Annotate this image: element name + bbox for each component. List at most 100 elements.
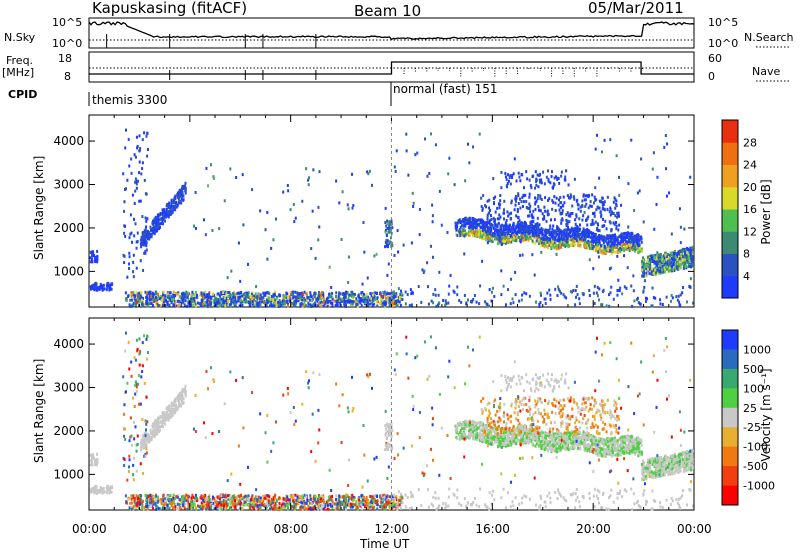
data-cell <box>307 507 310 511</box>
data-cell <box>222 301 225 305</box>
data-cell <box>160 221 163 225</box>
data-cell <box>498 237 501 241</box>
data-cell <box>566 234 569 238</box>
data-cell <box>195 304 198 308</box>
data-cell <box>486 217 489 221</box>
data-cell <box>670 257 673 261</box>
data-cell <box>514 195 517 199</box>
data-cell <box>251 302 254 306</box>
data-cell <box>368 169 371 173</box>
data-cell <box>313 295 316 299</box>
data-cell <box>469 218 472 222</box>
data-cell <box>535 239 538 243</box>
data-cell <box>583 211 586 215</box>
data-cell <box>651 260 654 264</box>
data-cell <box>527 231 530 235</box>
data-cell <box>447 172 450 176</box>
data-cell <box>251 294 254 298</box>
data-cell <box>126 178 129 182</box>
data-cell <box>388 298 391 302</box>
data-cell <box>679 259 682 263</box>
data-cell <box>388 224 391 228</box>
data-cell <box>199 496 202 500</box>
data-cell <box>638 189 641 193</box>
data-cell <box>259 293 262 297</box>
data-cell <box>492 226 495 230</box>
data-cell <box>399 292 402 296</box>
data-cell <box>258 496 261 500</box>
data-cell <box>507 230 510 234</box>
data-cell <box>145 244 148 248</box>
data-cell <box>184 188 187 192</box>
data-cell <box>534 223 537 227</box>
data-cell <box>556 232 559 236</box>
data-cell <box>598 239 601 243</box>
data-cell <box>687 265 690 269</box>
data-cell <box>497 230 500 234</box>
data-cell <box>211 294 214 298</box>
data-cell <box>136 231 139 235</box>
data-cell <box>613 241 616 245</box>
data-cell <box>552 234 555 238</box>
data-cell <box>571 234 574 238</box>
data-cell <box>169 205 172 209</box>
data-cell <box>607 239 610 243</box>
data-cell <box>656 263 659 267</box>
data-cell <box>160 299 163 303</box>
data-cell <box>229 167 232 171</box>
data-cell <box>506 210 509 214</box>
data-cell <box>326 296 329 300</box>
data-cell <box>334 507 337 511</box>
data-cell <box>166 292 169 296</box>
data-cell <box>289 291 292 295</box>
data-cell <box>426 261 429 265</box>
data-cell <box>601 303 604 307</box>
data-cell <box>319 294 322 298</box>
data-cell <box>194 190 197 194</box>
data-cell <box>513 208 516 212</box>
data-cell <box>527 214 530 218</box>
data-cell <box>566 219 569 223</box>
data-cell <box>180 195 183 199</box>
data-cell <box>480 205 483 209</box>
data-cell <box>89 260 92 264</box>
data-cell <box>348 293 351 297</box>
data-cell <box>587 231 590 235</box>
data-cell <box>149 493 152 497</box>
data-cell <box>548 197 551 201</box>
data-cell <box>574 239 577 243</box>
data-cell <box>616 293 619 297</box>
data-cell <box>515 235 518 239</box>
nsky-strip-frame <box>88 17 695 49</box>
data-cell <box>500 230 503 234</box>
data-cell <box>106 285 109 289</box>
data-cell <box>383 300 386 304</box>
data-cell <box>249 506 252 510</box>
data-cell <box>578 297 581 301</box>
data-cell <box>372 298 375 302</box>
data-cell <box>169 297 172 301</box>
data-cell <box>230 298 233 302</box>
data-cell <box>352 292 355 296</box>
data-cell <box>488 198 491 202</box>
data-cell <box>562 195 565 199</box>
data-cell <box>527 206 530 210</box>
data-cell <box>141 303 144 307</box>
data-cell <box>167 211 170 215</box>
data-cell <box>687 260 690 264</box>
data-cell <box>218 227 221 231</box>
data-cell <box>301 292 304 296</box>
data-cell <box>191 499 194 503</box>
data-cell <box>282 294 285 298</box>
data-cell <box>466 298 469 302</box>
data-cell <box>533 225 536 229</box>
data-cell <box>148 237 151 241</box>
data-cell <box>163 210 166 214</box>
data-cell <box>379 495 382 499</box>
data-cell <box>640 235 643 239</box>
data-cell <box>646 297 649 301</box>
data-cell <box>194 290 197 294</box>
data-cell <box>151 219 154 223</box>
data-cell <box>146 237 149 241</box>
